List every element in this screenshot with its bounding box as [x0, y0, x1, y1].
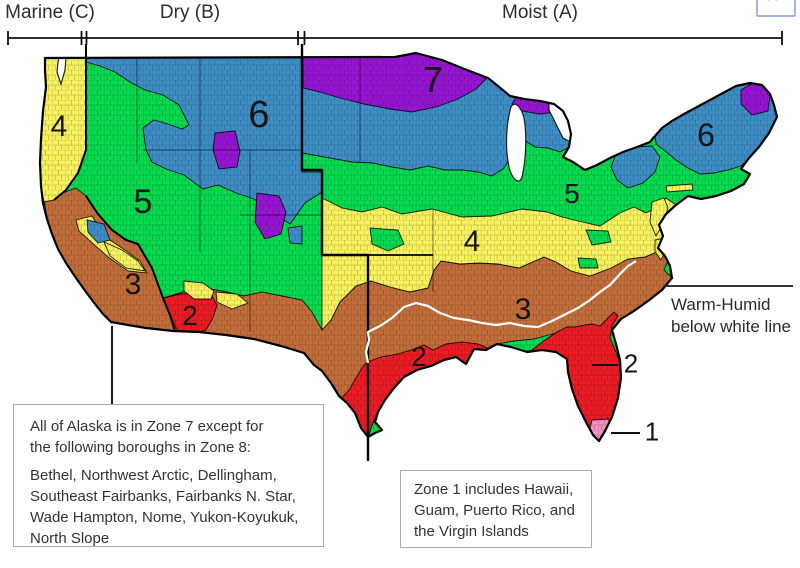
- zone2-callout-number: 2: [623, 348, 639, 379]
- lake-michigan: [505, 103, 527, 182]
- dry-moist-divider: [300, 44, 370, 461]
- zone5-label-ohio: 5: [564, 178, 580, 209]
- marine-regime-label: Marine (C): [5, 2, 95, 23]
- moisture-regime-bracket: [7, 31, 783, 45]
- us-outline: [38, 51, 779, 443]
- warm-humid-white-line: [364, 260, 637, 364]
- zone4-label-washington: 4: [50, 110, 68, 143]
- state-boundaries: [136, 57, 434, 332]
- dry-regime-label: Dry (B): [159, 2, 221, 23]
- alaska-note-intro: All of Alaska is in Zone 7 except for th…: [30, 416, 307, 458]
- alaska-boroughs-line2: Southeast Fairbanks, Fairbanks N. Star,: [30, 488, 296, 505]
- zone1-note-line3: the Virgin Islands: [414, 523, 529, 540]
- alaska-note-intro-line2: the following boroughs in Zone 8:: [30, 439, 251, 456]
- zone1-callout-number: 1: [644, 416, 660, 447]
- zone7-label-minnesota: 7: [422, 59, 444, 100]
- broken-image-x-glyph: ×: [766, 0, 779, 9]
- alaska-note-box: All of Alaska is in Zone 7 except for th…: [13, 404, 324, 547]
- zone3-label-alabama: 3: [514, 293, 532, 326]
- zone2-label-texas: 2: [411, 341, 427, 372]
- zone1-note-box: Zone 1 includes Hawaii, Guam, Puerto Ric…: [400, 470, 592, 548]
- zone1-note-line2: Guam, Puerto Rico, and: [414, 502, 575, 519]
- warm-humid-note: Warm-Humid below white line: [671, 294, 791, 338]
- zone1-note-line1: Zone 1 includes Hawaii,: [414, 481, 574, 498]
- zone6-label-montana: 6: [248, 94, 270, 136]
- zone3-label-california: 3: [124, 268, 142, 301]
- zone5-label-nevada: 5: [133, 183, 153, 221]
- zone6-label-new-england: 6: [697, 117, 715, 153]
- marine-dry-divider: [53, 44, 176, 332]
- broken-image-icon: ×: [756, 0, 796, 17]
- alaska-boroughs-line4: North Slope: [30, 530, 110, 547]
- great-lakes: [56, 57, 574, 182]
- warm-humid-note-line1: Warm-Humid: [671, 295, 771, 314]
- zone4-label-missouri: 4: [463, 225, 481, 258]
- alaska-note-boroughs: Bethel, Northwest Arctic, Dellingham, So…: [30, 465, 307, 549]
- alaska-note-intro-line1: All of Alaska is in Zone 7 except for: [30, 418, 264, 435]
- warm-humid-note-line2: below white line: [671, 317, 792, 336]
- county-boundaries-texture: [40, 53, 777, 441]
- alaska-boroughs-line3: Wade Hampton, Nome, Yukon-Koyukuk,: [30, 509, 299, 526]
- alaska-boroughs-line1: Bethel, Northwest Arctic, Dellingham,: [30, 467, 277, 484]
- moist-regime-label: Moist (A): [502, 2, 578, 23]
- zone2-label-arizona: 2: [182, 300, 198, 331]
